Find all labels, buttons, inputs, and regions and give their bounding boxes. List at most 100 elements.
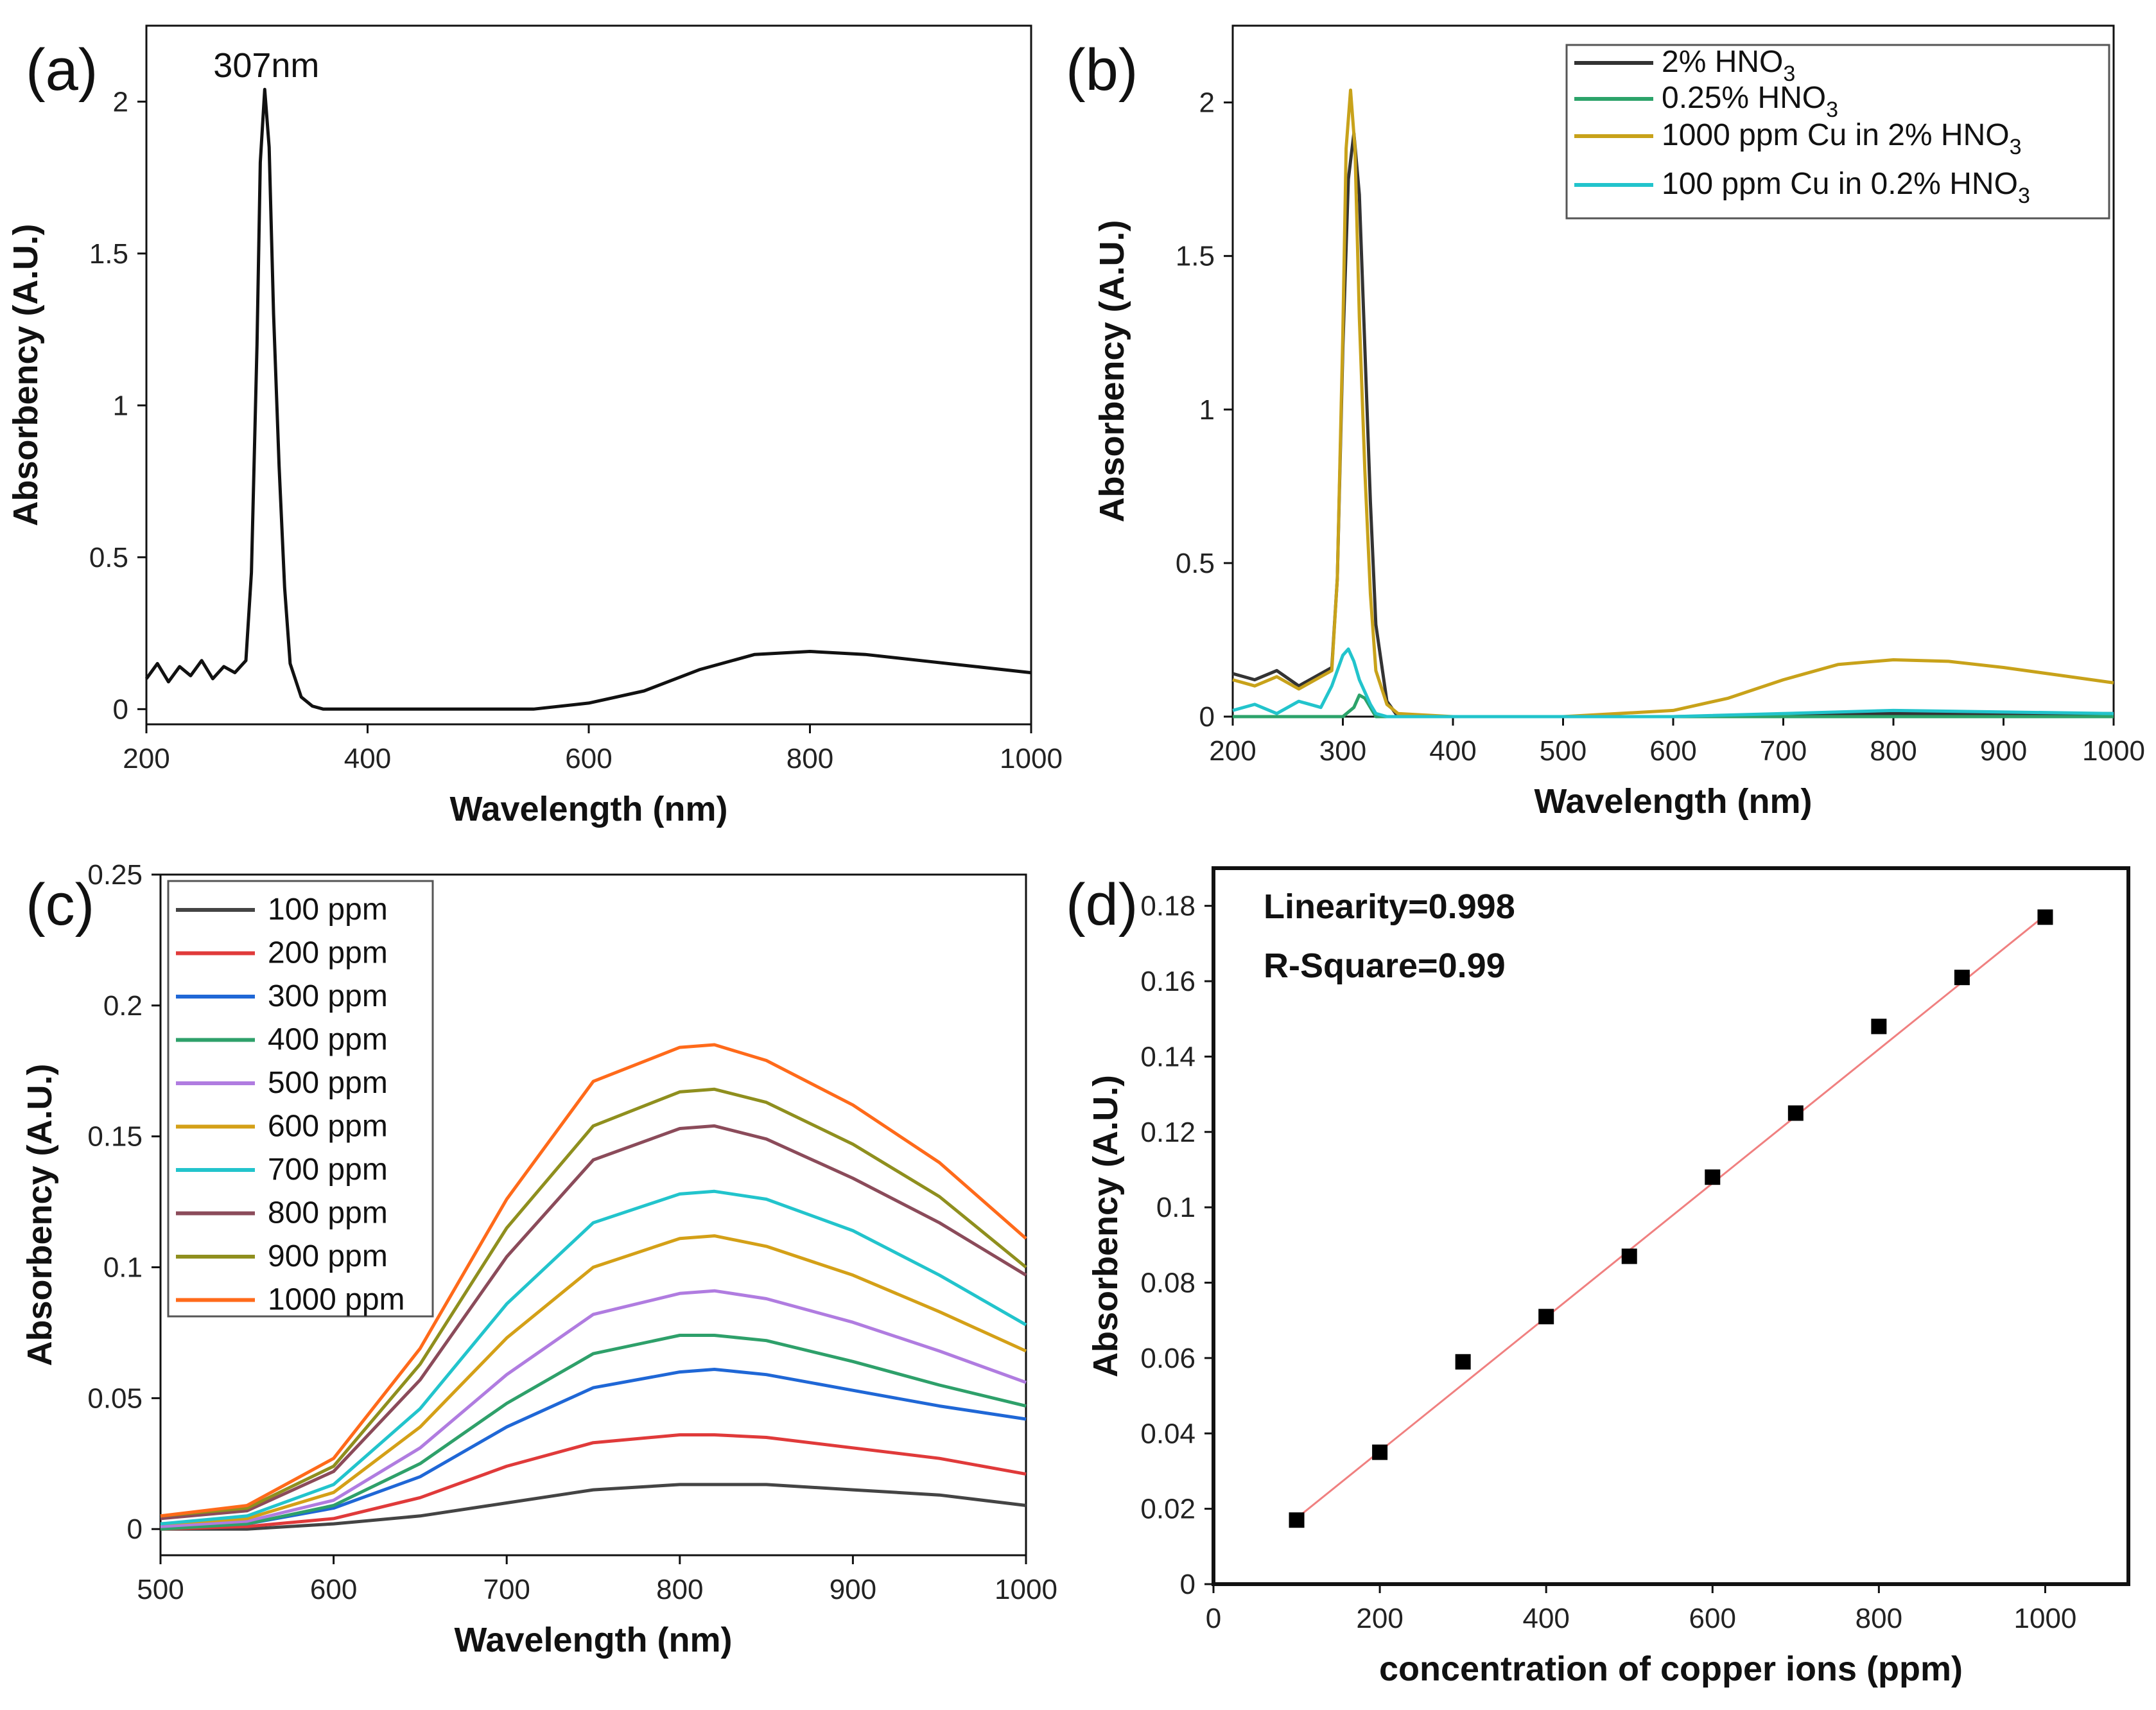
y-tick-label: 0.12 (1140, 1117, 1195, 1148)
series-line-2 (1232, 88, 2114, 719)
x-tick-label: 600 (565, 743, 612, 774)
legend-entry: 400 ppm (268, 1023, 388, 1057)
data-point (1455, 1354, 1471, 1370)
legend-entry: 800 ppm (268, 1196, 388, 1230)
panel-d-y-axis-title: Absorbency (A.U.) (1086, 1075, 1125, 1377)
fit-line (1296, 914, 2046, 1519)
panel-a-peak-annotation: 307nm (213, 46, 319, 85)
x-tick-label: 800 (656, 1574, 703, 1605)
legend-entry: 500 ppm (268, 1066, 388, 1100)
y-tick-label: 0.04 (1140, 1418, 1195, 1449)
x-tick-label: 200 (1209, 735, 1256, 767)
x-tick-label: 1000 (995, 1574, 1057, 1605)
panel-c-series (160, 1043, 1027, 1531)
legend-entry: 600 ppm (268, 1110, 388, 1144)
x-tick-label: 1000 (1000, 743, 1063, 774)
y-tick-label: 0.14 (1140, 1041, 1195, 1072)
panel-d-label: (d) (1066, 872, 1138, 938)
panel-c-axes: 500 600 700 800 900 1000 0 0.05 0.1 0.15 0.2 0.25 (87, 859, 1057, 1605)
x-tick-label: 800 (1870, 735, 1917, 767)
y-tick-label: 2 (1199, 87, 1215, 119)
legend-box (1565, 44, 2110, 220)
series-line-7 (160, 1124, 1027, 1521)
legend-entry: 200 ppm (268, 936, 388, 970)
data-point (1621, 1248, 1637, 1264)
series-line-0 (144, 87, 1032, 711)
x-tick-label: 0 (1206, 1603, 1221, 1634)
legend-entry: 1000 ppm (268, 1283, 405, 1317)
data-point (1289, 1512, 1305, 1528)
series-line-9 (160, 1043, 1027, 1518)
panel-c-x-axis-title: Wavelength (nm) (454, 1621, 732, 1659)
plot-frame (1212, 866, 2130, 1586)
panel-a-y-axis-title: Absorbency (A.U.) (6, 223, 45, 526)
x-tick-label: 1000 (2014, 1603, 2077, 1634)
legend-entry: 300 ppm (268, 979, 388, 1013)
series-line-1 (160, 1433, 1027, 1531)
panel-a-axes: 200 400 600 800 1000 0 0.5 1 1.5 2 (89, 24, 1063, 774)
x-tick-label: 500 (1540, 735, 1587, 767)
panel-d-axes: 0 200 400 600 800 1000 0 0.02 0.04 0.06 0.08 0.1 0.1… (1140, 866, 2130, 1634)
panel-c: (c) 500 600 700 800 900 1000 0 0.05 0.1 0.15 0.2 0.… (21, 859, 1057, 1659)
panel-c-legend: 100 ppm 200 ppm 300 ppm 400 ppm 500 ppm 600 p… (167, 880, 434, 1318)
panel-b-x-axis-title: Wavelength (nm) (1534, 782, 1812, 821)
series-line-3 (1232, 647, 2114, 719)
y-tick-label: 0.05 (87, 1383, 143, 1414)
panel-c-label: (c) (26, 872, 94, 938)
panel-a-label: (a) (26, 37, 98, 103)
series-line-8 (160, 1087, 1027, 1518)
x-tick-label: 500 (137, 1574, 184, 1605)
x-tick-label: 400 (1429, 735, 1476, 767)
y-tick-label: 0.2 (103, 990, 143, 1022)
series-line-2 (160, 1368, 1027, 1528)
panel-c-y-axis-title: Absorbency (A.U.) (21, 1063, 59, 1366)
legend-entry: 2% HNO3 (1662, 45, 1795, 86)
x-tick-label: 700 (1760, 735, 1807, 767)
x-tick-label: 400 (1522, 1603, 1569, 1634)
y-tick-label: 2 (113, 86, 128, 118)
y-tick-label: 0 (127, 1514, 143, 1545)
panel-a-x-axis-title: Wavelength (nm) (449, 790, 727, 828)
x-tick-label: 800 (787, 743, 833, 774)
panel-b-axes: 200 300 400 500 600 700 800 900 1000 0 0.5 1 1.5 2 (1176, 24, 2145, 767)
y-tick-label: 0 (1199, 701, 1215, 733)
x-tick-label: 700 (483, 1574, 530, 1605)
legend-entry: 700 ppm (268, 1153, 388, 1187)
panel-d-x-axis-title: concentration of copper ions (ppm) (1379, 1650, 1963, 1688)
plot-frame (159, 873, 1027, 1557)
y-tick-label: 1 (113, 390, 128, 421)
y-tick-label: 1.5 (1176, 241, 1215, 272)
panel-d-series (1289, 909, 2053, 1528)
series-line-0 (161, 1483, 1027, 1531)
panel-b-series (1232, 88, 2114, 719)
data-point (1871, 1018, 1887, 1034)
x-tick-label: 900 (830, 1574, 876, 1605)
series-line-6 (160, 1189, 1027, 1526)
y-tick-label: 1 (1199, 394, 1215, 426)
legend-entry: 100 ppm Cu in 0.2% HNO3 (1662, 167, 2030, 208)
data-point (1372, 1444, 1388, 1460)
y-tick-label: 0 (113, 694, 128, 725)
y-tick-label: 0.25 (87, 859, 143, 891)
x-tick-label: 1000 (2082, 735, 2145, 767)
y-tick-label: 0.5 (1176, 548, 1215, 579)
x-tick-label: 300 (1319, 735, 1366, 767)
legend-entry: 1000 ppm Cu in 2% HNO3 (1662, 118, 2022, 159)
panel-b: (b) 200 300 400 500 600 700 800 900 1000 0 0.5 1 1.5… (1066, 24, 2145, 821)
x-tick-label: 900 (1980, 735, 2027, 767)
legend-entry: 900 ppm (268, 1239, 388, 1273)
y-tick-label: 0.06 (1140, 1343, 1195, 1374)
x-tick-label: 600 (1689, 1603, 1736, 1634)
x-tick-label: 400 (344, 743, 391, 774)
x-tick-label: 600 (310, 1574, 357, 1605)
legend-entry: 100 ppm (268, 893, 388, 927)
data-point (1705, 1169, 1721, 1185)
legend-entry: 0.25% HNO3 (1662, 81, 1838, 122)
data-point (1787, 1105, 1804, 1121)
panel-d: (d) 0 200 400 600 800 1000 0 0.02 0.04 0.06 0.08 0.… (1066, 866, 2130, 1688)
y-tick-label: 0.02 (1140, 1494, 1195, 1525)
x-tick-label: 200 (123, 743, 170, 774)
data-point (1954, 970, 1970, 986)
